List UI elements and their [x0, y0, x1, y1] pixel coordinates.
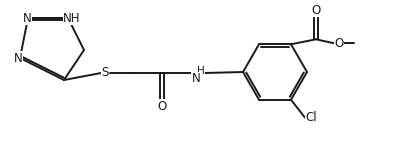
Text: N: N — [191, 73, 200, 86]
Text: O: O — [334, 37, 344, 50]
Text: N: N — [23, 12, 31, 25]
Text: O: O — [311, 4, 321, 17]
Text: NH: NH — [63, 12, 81, 25]
Text: O: O — [157, 100, 167, 113]
Text: Cl: Cl — [305, 111, 317, 124]
Text: H: H — [197, 66, 205, 76]
Text: S: S — [101, 66, 109, 80]
Text: N: N — [14, 52, 23, 65]
